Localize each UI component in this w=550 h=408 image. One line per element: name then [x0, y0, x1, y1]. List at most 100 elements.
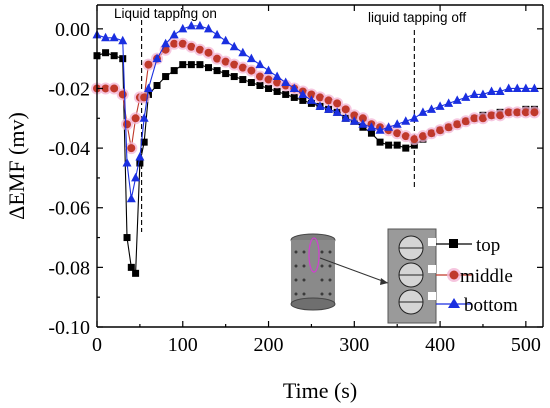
legend: top middle bottom	[436, 235, 518, 316]
point-bottom-32	[341, 113, 351, 122]
point-middle-18	[221, 57, 230, 66]
point-bottom-35	[366, 122, 376, 131]
point-middle-14	[187, 42, 196, 51]
point-middle-45	[453, 120, 462, 129]
point-top-17	[213, 67, 221, 75]
point-middle-54	[530, 108, 539, 117]
x-tick-label-1: 100	[168, 334, 198, 356]
x-tick-label-2: 200	[254, 334, 284, 356]
point-bottom-43	[435, 101, 445, 110]
point-middle-42	[427, 129, 436, 138]
point-bottom-33	[349, 116, 359, 125]
point-bottom-11	[161, 38, 171, 48]
point-bottom-3	[118, 35, 128, 45]
series-layer	[91, 20, 541, 277]
y-tick-label-0: 0.00	[55, 19, 90, 41]
point-bottom-31	[332, 107, 342, 116]
inset-illustration	[290, 228, 437, 324]
point-top-15	[196, 61, 204, 69]
annotation-label-0: Liquid tapping on	[114, 6, 217, 21]
point-bottom-9	[143, 83, 153, 92]
point-middle-47	[470, 114, 479, 123]
point-bottom-21	[246, 53, 256, 63]
x-tick-label-4: 400	[425, 334, 455, 356]
point-top-16	[205, 64, 212, 72]
point-middle-13	[178, 39, 187, 48]
point-bottom-18	[221, 35, 231, 45]
point-middle-12	[170, 39, 179, 48]
legend-entry-top: top	[436, 235, 500, 256]
point-bottom-48	[478, 89, 488, 98]
y-tick-label-4: -0.08	[48, 257, 90, 279]
point-top-8	[140, 138, 148, 146]
point-top-11	[162, 73, 170, 81]
point-top-37	[385, 141, 393, 149]
point-top-22	[256, 82, 264, 89]
point-bottom-40	[409, 113, 419, 122]
point-bottom-36	[375, 125, 385, 134]
point-bottom-23	[264, 65, 274, 75]
point-middle-29	[316, 93, 324, 102]
y-tick-label-2: -0.04	[48, 138, 90, 160]
point-top-4	[123, 234, 131, 242]
point-middle-30	[324, 96, 333, 105]
point-top-5	[127, 263, 135, 271]
point-top-14	[187, 61, 195, 69]
point-middle-15	[195, 45, 204, 54]
point-bottom-8	[139, 113, 149, 122]
point-bottom-44	[444, 98, 454, 107]
point-middle-43	[436, 126, 445, 135]
point-top-20	[239, 76, 247, 84]
point-middle-9	[144, 60, 153, 69]
point-bottom-20	[238, 47, 248, 57]
point-bottom-54	[529, 83, 539, 92]
point-middle-50	[496, 111, 505, 120]
point-middle-21	[247, 66, 256, 75]
point-bottom-49	[487, 86, 497, 95]
point-bottom-50	[495, 86, 505, 95]
point-bottom-13	[178, 23, 188, 33]
point-bottom-24	[272, 71, 282, 81]
series-bottom	[92, 20, 539, 203]
point-top-6	[132, 269, 140, 277]
point-bottom-16	[204, 23, 213, 33]
point-bottom-27	[298, 89, 308, 98]
legend-label-middle: middle	[460, 266, 513, 287]
point-middle-38	[393, 129, 402, 138]
point-middle-24	[273, 78, 282, 87]
point-middle-39	[401, 132, 410, 141]
point-middle-4	[123, 120, 132, 129]
point-bottom-1	[101, 32, 111, 42]
point-middle-51	[504, 108, 513, 117]
point-middle-40	[410, 135, 419, 144]
point-top-19	[230, 73, 238, 81]
axes-layer: 0 100 200 300 400 500 0.00 -0.02 -0.04 -0.06 -0.08…	[4, 4, 544, 403]
point-bottom-46	[461, 92, 471, 101]
legend-entry-middle: middle	[436, 266, 513, 287]
point-top-21	[247, 79, 255, 87]
point-middle-20	[238, 63, 247, 72]
point-top-3	[119, 55, 127, 63]
legend-label-bottom: bottom	[464, 295, 518, 316]
point-middle-3	[118, 90, 127, 99]
point-middle-2	[110, 84, 119, 93]
point-middle-46	[461, 117, 470, 126]
annotation-layer: Liquid tapping on liquid tapping off	[114, 6, 466, 232]
point-middle-28	[307, 90, 316, 99]
point-bottom-53	[521, 83, 531, 92]
point-bottom-25	[281, 77, 291, 87]
point-bottom-51	[504, 83, 514, 92]
point-bottom-42	[427, 104, 436, 113]
point-middle-48	[478, 114, 487, 123]
point-top-13	[179, 61, 187, 69]
point-middle-32	[341, 105, 350, 114]
point-top-2	[110, 52, 118, 60]
point-middle-41	[418, 132, 427, 141]
point-bottom-7	[135, 152, 145, 161]
point-bottom-39	[401, 116, 411, 125]
point-middle-52	[513, 108, 522, 117]
point-top-27	[299, 96, 307, 104]
point-top-10	[153, 82, 161, 89]
point-top-38	[393, 141, 401, 149]
point-top-26	[290, 93, 298, 101]
